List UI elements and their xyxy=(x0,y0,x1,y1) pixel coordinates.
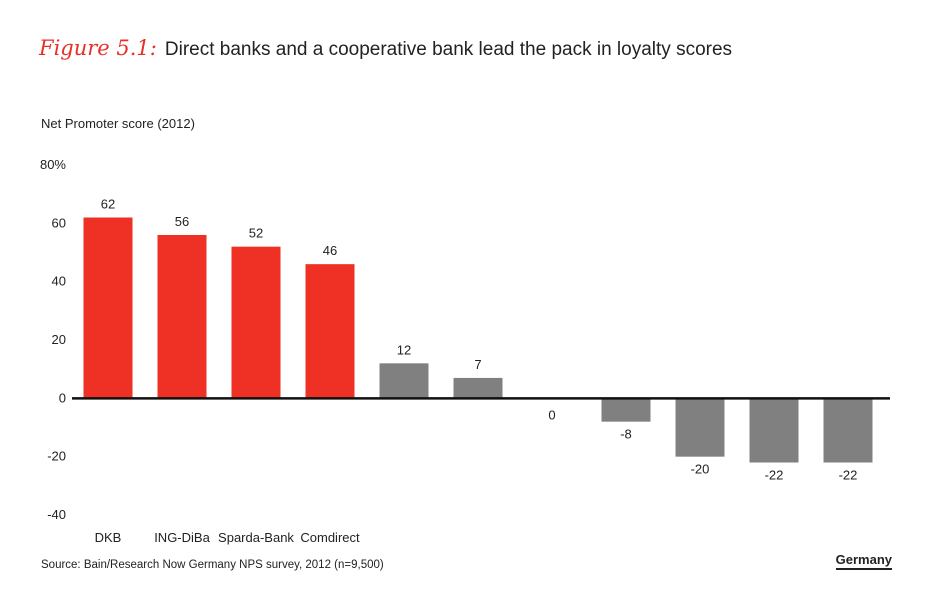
chart-title: Figure 5.1: Direct banks and a cooperativ… xyxy=(39,36,732,61)
data-label: 46 xyxy=(323,243,337,258)
y-tick-label: -20 xyxy=(47,449,66,464)
data-label: 56 xyxy=(175,214,189,229)
data-label: -20 xyxy=(691,462,710,477)
data-label: -22 xyxy=(839,468,858,483)
data-label: 12 xyxy=(397,342,411,357)
bar xyxy=(83,217,133,399)
region-label: Germany xyxy=(835,552,892,570)
bar xyxy=(601,398,651,422)
figure-label: Figure 5.1: xyxy=(39,36,157,60)
y-axis-label: Net Promoter score (2012) xyxy=(41,116,195,131)
bar xyxy=(823,398,873,463)
bar xyxy=(305,264,355,399)
data-label: 52 xyxy=(249,226,263,241)
bar xyxy=(231,246,281,399)
y-tick-label: 0 xyxy=(59,390,66,405)
y-tick-label: 20 xyxy=(52,332,66,347)
bar xyxy=(379,363,429,399)
category-label: Sparda-Bank xyxy=(218,530,294,545)
category-label: DKB xyxy=(95,530,122,545)
data-label: 0 xyxy=(548,407,555,422)
data-label: -22 xyxy=(765,468,784,483)
y-tick-label: 40 xyxy=(52,274,66,289)
y-tick-label: 80% xyxy=(40,157,66,172)
bar xyxy=(157,235,207,399)
category-label: ING-DiBa xyxy=(154,530,210,545)
bar xyxy=(675,398,725,457)
y-tick-label: -40 xyxy=(47,507,66,522)
data-label: 62 xyxy=(101,197,115,212)
source-note: Source: Bain/Research Now Germany NPS su… xyxy=(41,559,384,571)
category-label: Comdirect xyxy=(300,530,360,545)
y-tick-label: 60 xyxy=(52,215,66,230)
figure-title: Direct banks and a cooperative bank lead… xyxy=(164,39,733,60)
data-label: -8 xyxy=(620,427,632,442)
data-label: 7 xyxy=(474,357,481,372)
bar xyxy=(749,398,799,463)
bar xyxy=(453,377,503,399)
